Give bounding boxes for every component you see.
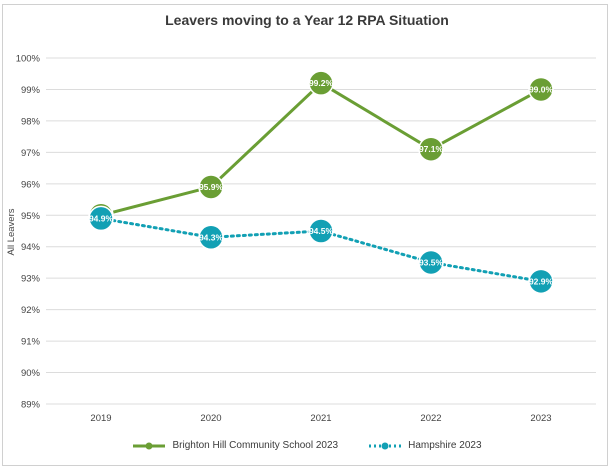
- data-point[interactable]: [88, 205, 114, 232]
- x-tick-label: 2023: [530, 413, 551, 424]
- y-tick-label: 100%: [16, 54, 41, 65]
- data-label: 94.9%: [89, 213, 114, 223]
- y-axis: 100% 99% 98% 97% 96% 95% 94% 93% 92% 91% 90% 89%: [16, 54, 41, 411]
- data-point[interactable]: [198, 174, 224, 200]
- y-tick-label: 97%: [21, 148, 41, 159]
- data-label: 97.1%: [419, 144, 444, 154]
- legend-line-solid-icon: [133, 442, 166, 449]
- data-point[interactable]: [308, 218, 334, 244]
- y-tick-label: 99%: [21, 85, 41, 96]
- y-tick-label: 92%: [21, 305, 41, 316]
- data-point[interactable]: [528, 268, 554, 295]
- chart-frame: [2, 4, 608, 466]
- data-label: 99.0%: [529, 84, 554, 94]
- data-label: 95.9%: [199, 182, 224, 192]
- y-tick-label: 93%: [21, 274, 41, 285]
- data-point[interactable]: [418, 136, 444, 162]
- grid: [46, 57, 596, 405]
- y-tick-label: 90%: [21, 368, 41, 379]
- x-tick-label: 2021: [310, 413, 331, 424]
- y-tick-label: 89%: [21, 400, 41, 411]
- y-tick-label: 98%: [21, 116, 41, 127]
- y-tick-label: 91%: [21, 337, 41, 348]
- x-tick-label: 2022: [420, 413, 441, 424]
- data-label: 93.5%: [419, 257, 444, 267]
- y-axis-label: All Leavers: [6, 208, 17, 255]
- data-label: 92.9%: [529, 276, 554, 286]
- x-axis: 2019 2020 2021 2022 2023: [90, 413, 551, 424]
- x-tick-label: 2020: [200, 413, 221, 424]
- data-point[interactable]: [528, 76, 554, 103]
- data-point[interactable]: [198, 224, 224, 251]
- data-label: 99.2%: [309, 78, 334, 88]
- data-point[interactable]: [308, 70, 334, 96]
- legend: Brighton Hill Community School 2023 Hamp…: [0, 440, 614, 451]
- chart-title: Leavers moving to a Year 12 RPA Situatio…: [165, 12, 449, 28]
- data-label: 94.3%: [199, 232, 224, 242]
- y-tick-label: 94%: [21, 242, 41, 253]
- legend-line-dotted-icon: [369, 442, 402, 449]
- data-label: 94.5%: [309, 226, 334, 236]
- series-line: [100, 81, 542, 217]
- series-layer: 95.0%95.9%99.2%97.1%99.0%94.9%94.3%94.5%…: [88, 70, 554, 295]
- legend-item-hampshire[interactable]: Hampshire 2023: [368, 440, 482, 451]
- legend-label: Brighton Hill Community School 2023: [172, 440, 339, 451]
- x-tick-label: 2019: [90, 413, 111, 424]
- legend-label: Hampshire 2023: [408, 440, 482, 451]
- y-tick-label: 96%: [21, 179, 41, 190]
- y-tick-label: 95%: [21, 211, 41, 222]
- data-point[interactable]: [418, 249, 444, 276]
- legend-item-brighton-hill[interactable]: Brighton Hill Community School 2023: [132, 440, 338, 451]
